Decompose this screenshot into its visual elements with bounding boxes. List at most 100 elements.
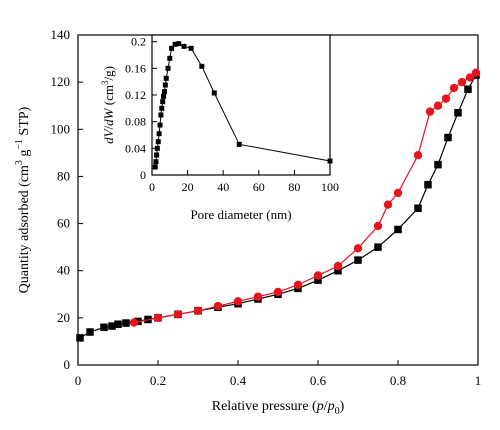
inset-series-0-point (153, 159, 159, 165)
main-series-0-point (108, 322, 116, 330)
main-x-tick-label: 0 (75, 373, 82, 388)
main-x-tick-label: 0.4 (230, 373, 247, 388)
inset-y-tick-label: 0.12 (125, 88, 146, 102)
inset-x-tick-label: 80 (288, 180, 300, 194)
main-series-1-point (383, 200, 393, 209)
main-series-1-point (393, 188, 403, 198)
main-series-1-point (471, 68, 481, 77)
inset-x-tick-label: 40 (217, 180, 229, 194)
main-series-1-point (293, 280, 303, 290)
inset-x-tick-label: 0 (149, 180, 155, 194)
main-x-tick-label: 0.6 (310, 373, 327, 388)
main-y-tick-label: 80 (57, 168, 70, 183)
main-series-0-point (76, 334, 84, 342)
main-axes-ticks: 0 0.2 0.4 0.6 0.8 1 0 20 40 60 80 100 120 140 (51, 27, 482, 388)
inset-series-0-point (199, 63, 205, 69)
inset-series-0-point (167, 55, 173, 61)
main-series-0-point (100, 323, 108, 332)
main-series-1-point (173, 310, 183, 319)
inset-series-0-point (154, 145, 160, 151)
inset-plot-frame (151, 34, 331, 176)
inset-y-tick-label: 0 (140, 168, 146, 182)
inset-x-axis-title: Pore diameter (nm) (190, 207, 291, 222)
main-series-1-point (465, 73, 475, 82)
main-y-tick-label: 40 (57, 263, 70, 278)
main-x-tick-label: 0.8 (390, 373, 406, 388)
main-x-tick-label: 1 (475, 373, 482, 388)
inset-series-0-point (327, 158, 333, 164)
main-series-layer (76, 68, 481, 342)
main-x-tick-label: 0.2 (150, 373, 166, 388)
inset-series-0-point (161, 93, 167, 99)
main-series-1-point (433, 101, 443, 110)
main-x-axis-title: Relative pressure (p/p0) (212, 399, 345, 417)
inset-y-axis-title: dV/dW (cm3/g) (100, 66, 116, 144)
inset-y-tick-label: 0.08 (125, 115, 146, 129)
inset-series-0-point (157, 122, 163, 128)
main-y-tick-label: 20 (57, 310, 70, 325)
main-series-1-point (129, 318, 139, 327)
inset-series-0-point (236, 141, 242, 147)
inset-series-0-point (188, 45, 194, 51)
main-series-0-point (122, 319, 130, 327)
main-series-1-point (253, 292, 263, 301)
inset-y-tick-label: 0.16 (125, 61, 146, 75)
main-series-0-point (314, 276, 322, 284)
inset-series-0-point (176, 41, 182, 47)
inset-series-0-point (160, 99, 166, 105)
main-series-1-point (313, 271, 323, 280)
inset-y-tick-label: 0.2 (131, 35, 146, 49)
inset-axes-ticks: 0 20 40 60 80 100 0 0.04 0.08 0.12 0.16 0.2 (125, 35, 339, 194)
main-series-0-point (454, 109, 462, 117)
inset-series-0-point (169, 45, 175, 51)
inset-series-0-point (156, 131, 162, 137)
inset-series-0-point (165, 65, 171, 71)
inset-plot: 0 20 40 60 80 100 0 0.04 0.08 0.12 0.16 0.2 Pore di… (100, 34, 339, 222)
inset-series-0-point (159, 105, 165, 111)
main-series-0-point (394, 225, 402, 234)
main-series-0-point (374, 243, 382, 251)
inset-x-tick-label: 100 (321, 180, 339, 194)
inset-series-0-point (152, 164, 158, 170)
main-series-1-point (213, 301, 223, 311)
main-series-0-line (79, 74, 477, 339)
inset-series-0-point (154, 152, 160, 158)
main-series-1-point (413, 151, 423, 160)
main-y-tick-label: 100 (51, 121, 71, 136)
main-series-1-point (193, 306, 203, 315)
main-series-1-point (425, 107, 435, 116)
inset-series-0-point (181, 43, 187, 49)
inset-series-0-point (158, 112, 164, 118)
main-y-tick-label: 0 (64, 357, 71, 372)
main-y-tick-label: 120 (51, 74, 71, 89)
main-series-1-point (457, 77, 467, 87)
main-series-1-point (273, 287, 283, 297)
inset-series-0-point (155, 139, 161, 145)
inset-series-0-point (211, 90, 217, 96)
main-series-0-point (444, 133, 452, 142)
inset-series-0-point (162, 82, 168, 88)
main-y-axis-title: Quantity adsorbed (cm3 g−1 STP) (14, 106, 32, 293)
main-series-0-point (354, 256, 362, 264)
inset-series-layer (152, 41, 333, 170)
inset-y-tick-label: 0.04 (125, 141, 146, 155)
main-series-1-point (441, 94, 451, 103)
main-y-tick-label: 60 (57, 216, 70, 231)
main-series-0-point (334, 266, 342, 275)
main-series-1-point (153, 313, 163, 323)
main-series-1-point (353, 244, 363, 253)
main-series-0-point (86, 328, 94, 336)
main-series-0-point (464, 85, 472, 93)
main-y-tick-label: 140 (51, 27, 71, 42)
inset-series-0-point (172, 41, 178, 47)
main-series-1-point (233, 297, 243, 306)
inset-series-0-point (163, 75, 169, 81)
main-series-0-point (414, 204, 422, 212)
main-series-0-point (114, 320, 122, 328)
main-series-1-point (373, 221, 383, 231)
inset-x-tick-label: 20 (182, 180, 194, 194)
main-series-0-point (424, 180, 432, 189)
main-series-0-point (434, 160, 442, 169)
